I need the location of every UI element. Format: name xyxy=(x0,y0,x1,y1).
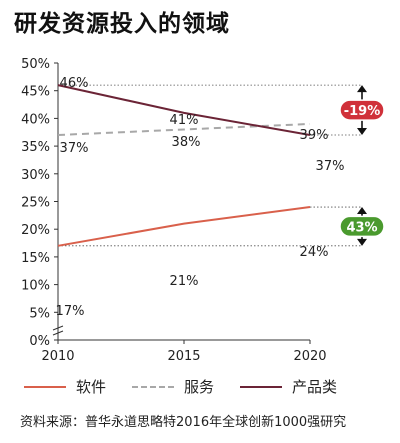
series-line-1 xyxy=(57,122,311,137)
annotation-badge xyxy=(339,215,385,238)
legend-label-services: 服务 xyxy=(184,378,215,396)
data-label: 46% xyxy=(60,76,89,91)
data-label: 39% xyxy=(300,128,329,143)
legend-item-software: 软件 xyxy=(24,376,106,397)
y-tick-label: 45% xyxy=(21,85,50,100)
legend-swatch-software xyxy=(24,385,66,388)
y-tick-label: 25% xyxy=(21,196,50,211)
legend-label-products: 产品类 xyxy=(292,378,338,396)
annotation-arrow-head-up xyxy=(357,85,367,93)
y-tick-label: 40% xyxy=(21,112,50,127)
series-line-0 xyxy=(57,206,311,247)
series-line-2 xyxy=(57,84,311,137)
y-tick-label: 10% xyxy=(21,279,50,294)
legend-item-products: 产品类 xyxy=(240,376,337,397)
annotation-badge-label: 43% xyxy=(346,220,377,235)
annotation-badge-label: -19% xyxy=(344,104,381,119)
data-label: 37% xyxy=(60,141,89,156)
data-label: 17% xyxy=(56,304,85,319)
x-tick-label: 2015 xyxy=(167,349,200,364)
y-tick-label: 15% xyxy=(21,251,50,266)
y-tick-label: 0% xyxy=(29,334,50,349)
axis-break-mark xyxy=(52,325,64,336)
annotation-arrow-head-up xyxy=(357,207,367,215)
legend-swatch-services xyxy=(132,385,175,388)
data-label: 21% xyxy=(170,274,199,289)
y-tick-label: 50% xyxy=(21,57,50,72)
data-label: 41% xyxy=(170,113,199,128)
chart-canvas: 0% 5% 10% 15% 20% 25% 30% 35% 40% 45% 50% 2010 2015 2… xyxy=(21,57,385,364)
y-tick-label: 30% xyxy=(21,168,50,183)
y-tick-label: 5% xyxy=(29,306,50,321)
data-label: 24% xyxy=(300,245,329,260)
y-tick-label: 20% xyxy=(21,223,50,238)
legend-label-software: 软件 xyxy=(76,378,107,396)
annotation-arrow-head-down xyxy=(357,238,367,246)
x-tick-label: 2020 xyxy=(293,349,326,364)
legend-item-services: 服务 xyxy=(132,376,214,397)
x-tick-label: 2010 xyxy=(41,349,74,364)
data-label: 37% xyxy=(316,159,345,174)
legend: 软件 服务 产品类 xyxy=(24,376,363,397)
source-note: 资料来源：普华永道思略特2016年全球创新1000强研究 xyxy=(20,415,347,430)
annotation-badge xyxy=(339,99,385,121)
annotation-arrow-head-down xyxy=(357,128,367,136)
legend-swatch-products xyxy=(240,385,283,388)
y-tick-label: 35% xyxy=(21,140,50,155)
data-label: 38% xyxy=(172,135,201,150)
chart-title: 研发资源投入的领域 xyxy=(14,10,230,37)
